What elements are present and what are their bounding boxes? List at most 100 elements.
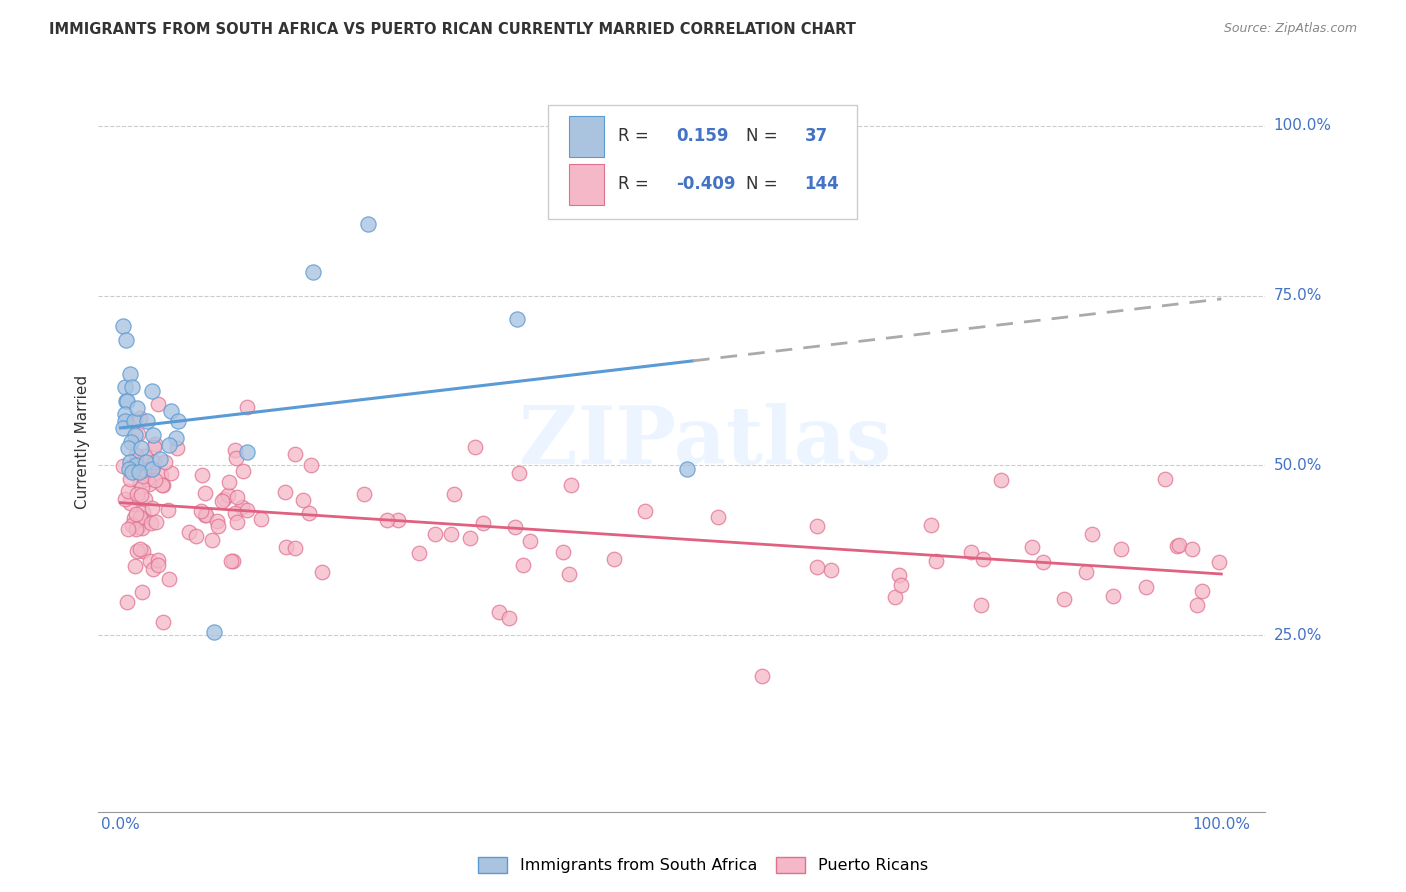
Point bbox=[506, 312, 529, 326]
Point bbox=[439, 527, 461, 541]
Point bbox=[132, 468, 155, 483]
Point bbox=[225, 516, 247, 530]
Point bbox=[127, 544, 149, 558]
Point bbox=[634, 504, 657, 518]
Point bbox=[125, 487, 148, 501]
Point bbox=[1109, 542, 1132, 557]
Point bbox=[207, 514, 229, 528]
Point bbox=[201, 533, 224, 547]
Point bbox=[145, 516, 167, 530]
Text: ZIPatlas: ZIPatlas bbox=[519, 402, 891, 481]
Point bbox=[357, 217, 380, 231]
Point bbox=[377, 513, 399, 527]
Point bbox=[129, 510, 152, 524]
Text: 144: 144 bbox=[804, 175, 839, 194]
Point bbox=[120, 496, 142, 510]
Point bbox=[134, 463, 156, 477]
Point bbox=[153, 455, 176, 469]
Point bbox=[250, 512, 273, 526]
Point bbox=[127, 491, 149, 505]
Point bbox=[141, 461, 163, 475]
Point bbox=[231, 500, 253, 515]
Text: 50.0%: 50.0% bbox=[1274, 458, 1322, 473]
Point bbox=[114, 408, 136, 422]
Point bbox=[134, 492, 156, 507]
Point bbox=[408, 545, 430, 559]
Point bbox=[1154, 472, 1177, 486]
Point bbox=[122, 511, 145, 525]
Point bbox=[970, 598, 993, 612]
Point bbox=[125, 454, 148, 468]
Point bbox=[127, 427, 149, 442]
Point bbox=[124, 522, 146, 536]
Point bbox=[135, 414, 157, 428]
Point bbox=[236, 502, 259, 516]
Text: 25.0%: 25.0% bbox=[1274, 628, 1322, 642]
Point bbox=[195, 508, 218, 522]
Point bbox=[131, 513, 153, 527]
Point bbox=[142, 440, 165, 454]
Point bbox=[146, 553, 169, 567]
Point bbox=[202, 624, 225, 639]
Point bbox=[299, 458, 322, 473]
Point bbox=[1166, 539, 1188, 553]
Point bbox=[284, 541, 307, 555]
Point bbox=[146, 397, 169, 411]
Point bbox=[131, 544, 153, 558]
Point bbox=[1168, 538, 1191, 552]
Point bbox=[387, 513, 409, 527]
Point bbox=[184, 529, 207, 543]
Point bbox=[1191, 584, 1213, 599]
Point bbox=[135, 462, 157, 476]
Point bbox=[117, 484, 139, 499]
Point bbox=[127, 401, 149, 415]
Point bbox=[498, 611, 520, 625]
Point bbox=[225, 451, 247, 466]
Point bbox=[127, 519, 149, 533]
Point bbox=[165, 431, 187, 445]
Point bbox=[194, 485, 217, 500]
Point bbox=[194, 508, 217, 522]
Point bbox=[960, 545, 983, 559]
Point bbox=[274, 540, 297, 554]
Point bbox=[134, 449, 156, 463]
Point bbox=[135, 455, 157, 469]
Point bbox=[115, 333, 138, 347]
Point bbox=[131, 488, 153, 502]
Point bbox=[118, 455, 141, 469]
Point bbox=[111, 421, 134, 435]
Point bbox=[118, 472, 141, 486]
Point bbox=[553, 545, 575, 559]
Point bbox=[274, 485, 297, 500]
Point bbox=[121, 518, 143, 533]
Point bbox=[302, 265, 325, 279]
Point bbox=[191, 468, 214, 483]
Point bbox=[1102, 589, 1125, 603]
Point bbox=[1181, 542, 1204, 557]
Point bbox=[676, 461, 699, 475]
Point bbox=[298, 506, 321, 520]
Point bbox=[218, 475, 240, 490]
Text: IMMIGRANTS FROM SOUTH AFRICA VS PUERTO RICAN CURRENTLY MARRIED CORRELATION CHART: IMMIGRANTS FROM SOUTH AFRICA VS PUERTO R… bbox=[49, 22, 856, 37]
Point bbox=[284, 447, 307, 461]
Point bbox=[152, 615, 174, 630]
Point bbox=[883, 591, 905, 605]
Point bbox=[558, 567, 581, 582]
Point bbox=[149, 451, 172, 466]
Point bbox=[232, 464, 254, 478]
Point bbox=[142, 562, 165, 576]
Point bbox=[512, 558, 534, 572]
Point bbox=[118, 461, 141, 475]
Point bbox=[114, 380, 136, 394]
Point bbox=[125, 458, 148, 473]
Point bbox=[114, 393, 136, 408]
Point bbox=[924, 553, 946, 567]
Text: N =: N = bbox=[747, 128, 783, 145]
Point bbox=[129, 511, 152, 525]
Point bbox=[291, 492, 314, 507]
Point bbox=[129, 442, 152, 456]
Point bbox=[226, 490, 249, 504]
Text: R =: R = bbox=[617, 128, 654, 145]
FancyBboxPatch shape bbox=[568, 164, 603, 204]
Text: N =: N = bbox=[747, 175, 783, 194]
